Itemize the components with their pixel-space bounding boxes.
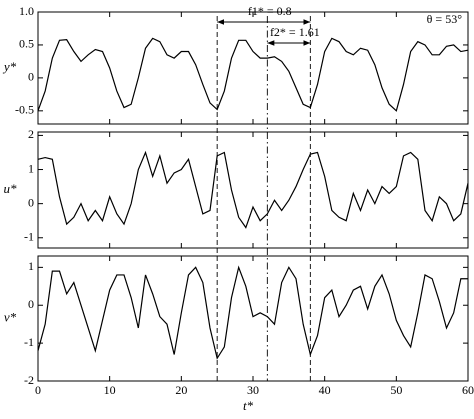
y-tick-label: -0.5	[15, 103, 34, 117]
x-tick-label: 30	[247, 383, 259, 397]
x-tick-label: 40	[319, 383, 331, 397]
y-tick-label: 0	[28, 297, 34, 311]
series-line	[37, 150, 469, 229]
series-line	[37, 265, 468, 360]
y-axis-label: v*	[4, 309, 17, 324]
x-axis-label: t*	[243, 398, 254, 413]
x-tick-label: 20	[175, 383, 187, 397]
plot-frame	[37, 131, 469, 249]
y-axis-label: u*	[4, 181, 18, 196]
y-tick-label: -1	[24, 230, 34, 244]
y-tick-label: 0.5	[19, 37, 34, 51]
x-tick-label: 10	[104, 383, 116, 397]
y-tick-label: 1	[28, 259, 34, 273]
annotation: θ = 53°	[427, 12, 463, 26]
y-tick-label: 1	[28, 161, 34, 175]
plot-frame	[37, 11, 469, 125]
y-axis-label: y*	[2, 59, 17, 74]
y-tick-label: -1	[24, 335, 34, 349]
x-tick-label: 0	[35, 383, 41, 397]
series-line	[37, 37, 469, 112]
x-tick-label: 60	[462, 383, 474, 397]
y-tick-label: -2	[24, 373, 34, 387]
x-tick-label: 50	[390, 383, 402, 397]
y-tick-label: 0	[28, 195, 34, 209]
y-tick-label: 2	[28, 127, 34, 141]
annotation: f1* = 0.8	[248, 4, 292, 18]
y-tick-label: 1.0	[19, 4, 34, 18]
y-tick-label: 0	[28, 70, 34, 84]
annotation: f2* = 1.61	[270, 25, 320, 39]
